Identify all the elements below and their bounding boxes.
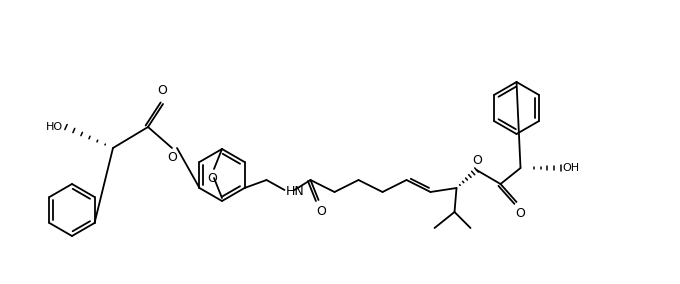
Text: O: O [157,84,167,97]
Text: O: O [317,205,326,218]
Text: HO: HO [46,122,63,132]
Text: O: O [167,151,177,164]
Text: HN: HN [286,185,304,197]
Text: O: O [207,172,217,185]
Text: O: O [515,207,526,220]
Text: OH: OH [562,163,579,173]
Text: O: O [473,154,482,167]
